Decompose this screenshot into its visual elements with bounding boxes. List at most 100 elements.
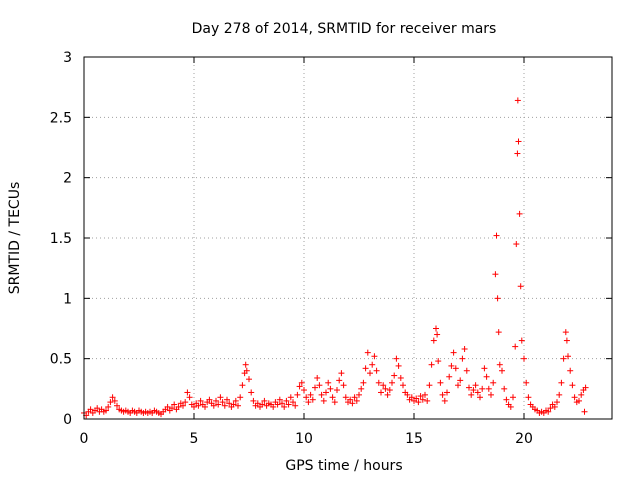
axis-ticks: 0 5 10 15 20 0 0.5 1 1.5 2 2.5 3 — [50, 50, 612, 447]
data-point — [393, 355, 400, 362]
data-point — [360, 379, 367, 386]
data-point — [378, 389, 384, 396]
data-point — [367, 370, 373, 377]
x-tick-label: 0 — [80, 431, 89, 447]
data-point — [197, 397, 204, 404]
data-point — [463, 367, 470, 374]
data-point — [391, 372, 398, 379]
data-point — [285, 401, 292, 408]
data-point — [397, 374, 404, 381]
chart-title: Day 278 of 2014, SRMTID for receiver mar… — [192, 21, 497, 37]
x-tick-label: 5 — [190, 431, 199, 447]
data-point — [353, 397, 360, 404]
data-point — [334, 387, 340, 394]
data-point — [521, 355, 527, 362]
data-point — [261, 397, 268, 404]
data-point — [254, 400, 261, 407]
data-point — [206, 396, 213, 403]
data-point — [466, 384, 472, 391]
y-tick-label: 1.5 — [50, 231, 72, 247]
data-point — [217, 394, 224, 401]
data-point — [224, 396, 230, 403]
data-point — [450, 349, 457, 356]
data-point — [461, 346, 468, 353]
data-point — [481, 365, 488, 372]
data-point — [340, 382, 347, 389]
data-point — [545, 408, 552, 415]
data-point — [246, 376, 252, 383]
data-point — [276, 396, 283, 403]
y-tick-label: 2 — [63, 171, 72, 187]
data-point — [479, 385, 486, 392]
data-point — [582, 384, 589, 391]
data-point — [457, 377, 464, 384]
data-point — [434, 331, 441, 338]
data-point — [270, 403, 277, 410]
data-point — [569, 382, 576, 389]
data-point — [358, 385, 365, 392]
data-point — [493, 232, 500, 239]
data-point — [501, 385, 508, 392]
data-point — [492, 271, 499, 278]
data-point — [331, 399, 338, 406]
data-point — [369, 361, 376, 368]
data-point — [507, 403, 514, 410]
data-point — [259, 401, 266, 408]
data-point — [169, 405, 175, 412]
data-point — [581, 408, 588, 415]
data-point — [164, 403, 171, 410]
data-point — [567, 367, 574, 374]
data-point — [448, 362, 455, 369]
data-point — [292, 402, 299, 409]
data-point — [395, 362, 402, 369]
data-point — [483, 373, 490, 380]
data-point — [386, 387, 393, 394]
data-point — [237, 394, 244, 401]
data-point — [338, 370, 345, 377]
data-point — [578, 391, 585, 398]
data-point — [565, 353, 571, 360]
data-point — [514, 97, 521, 104]
data-point — [523, 379, 530, 386]
data-point — [503, 396, 510, 403]
data-point — [109, 394, 116, 401]
data-point — [351, 394, 358, 401]
data-point — [184, 389, 191, 396]
data-point — [329, 394, 336, 401]
data-point — [303, 394, 310, 401]
data-point — [114, 402, 120, 409]
y-tick-label: 2.5 — [50, 110, 72, 126]
data-point — [175, 403, 182, 410]
x-tick-label: 20 — [515, 431, 533, 447]
data-point — [488, 391, 494, 398]
data-point — [494, 295, 501, 302]
data-point — [230, 401, 237, 408]
data-point — [389, 379, 395, 386]
x-tick-label: 10 — [295, 431, 313, 447]
data-point — [281, 403, 288, 410]
data-point — [444, 389, 450, 396]
data-point — [499, 367, 505, 374]
data-point — [516, 210, 523, 217]
data-point — [455, 382, 461, 389]
data-point — [495, 329, 502, 336]
data-point — [364, 349, 371, 356]
data-point — [362, 365, 369, 372]
data-point — [373, 367, 380, 374]
data-point — [195, 402, 202, 409]
data-point — [274, 401, 281, 408]
data-point — [290, 399, 296, 406]
data-point — [347, 396, 354, 403]
data-series-srmtid — [81, 97, 589, 419]
data-point — [525, 394, 532, 401]
data-point — [279, 400, 285, 407]
data-point — [87, 406, 94, 413]
data-point — [248, 389, 255, 396]
data-point — [435, 358, 442, 365]
data-point — [320, 397, 327, 404]
data-point — [384, 391, 391, 398]
data-point — [325, 379, 332, 386]
data-point — [312, 384, 318, 391]
data-point — [556, 391, 563, 398]
